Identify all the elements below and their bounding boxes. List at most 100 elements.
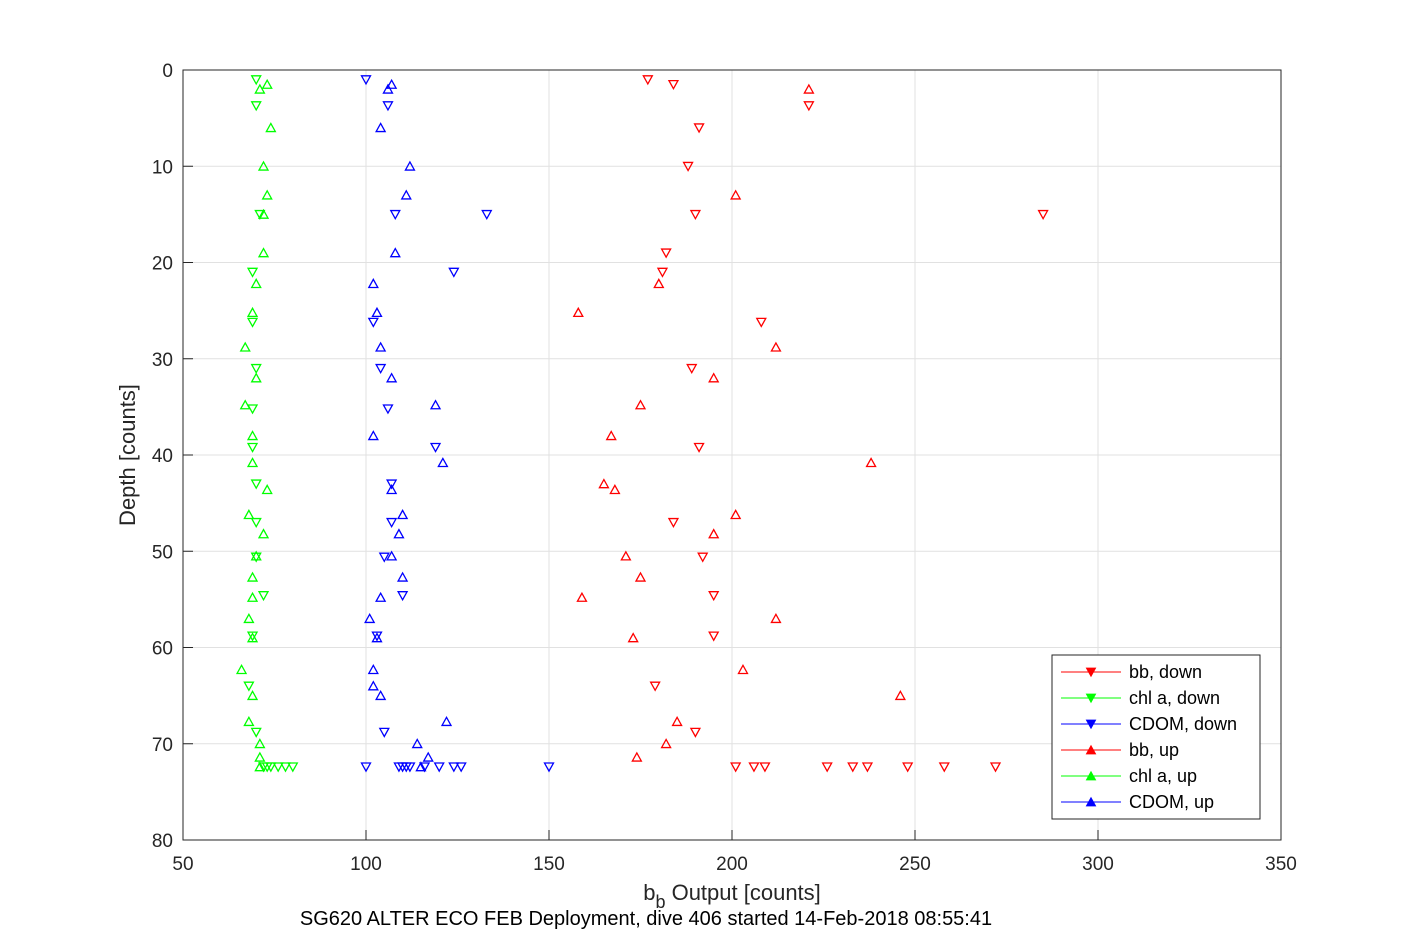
x-tick-labels: 50 100 150 200 250 300 350 <box>172 854 1296 875</box>
data-point <box>689 209 702 220</box>
data-point <box>543 762 555 773</box>
data-point <box>865 457 877 468</box>
data-point <box>257 247 270 258</box>
data-point <box>250 517 262 528</box>
y-tick-label: 0 <box>162 61 173 82</box>
data-point <box>653 278 665 289</box>
legend-marker <box>1085 719 1097 730</box>
data-point <box>382 404 394 415</box>
data-point <box>634 399 647 410</box>
data-point <box>386 484 398 495</box>
data-point <box>481 209 493 220</box>
data-point <box>404 762 416 773</box>
data-point <box>367 317 379 328</box>
data-point <box>667 517 680 528</box>
data-point <box>246 317 259 328</box>
data-point <box>360 75 372 86</box>
data-point <box>239 341 251 352</box>
x-tick-label: 200 <box>716 854 748 875</box>
x-tick-label: 300 <box>1082 854 1114 875</box>
data-point <box>246 306 259 318</box>
data-point <box>989 762 1002 773</box>
data-point <box>730 189 742 200</box>
data-point <box>396 591 409 602</box>
data-point <box>367 278 379 289</box>
data-point <box>261 484 273 495</box>
data-point <box>254 761 266 772</box>
data-point <box>693 123 705 134</box>
data-point <box>254 738 266 749</box>
series-2 <box>360 75 555 773</box>
data-point <box>847 762 859 773</box>
data-point <box>386 517 398 528</box>
data-point <box>708 528 720 539</box>
data-point <box>265 762 277 773</box>
legend-label: CDOM, down <box>1129 714 1237 734</box>
legend-marker <box>1085 693 1097 704</box>
data-point <box>257 160 270 171</box>
series-5 <box>364 78 453 772</box>
legend-label: CDOM, up <box>1129 792 1214 812</box>
data-point <box>389 247 401 258</box>
x-axis-label-main: b <box>643 880 655 905</box>
data-point <box>364 613 376 624</box>
y-tick-label: 40 <box>152 446 173 467</box>
data-point <box>246 571 259 582</box>
y-tick-label: 50 <box>152 542 173 563</box>
series-0 <box>642 75 1049 773</box>
legend-label: chl a, down <box>1129 688 1220 708</box>
data-point <box>375 690 387 701</box>
y-tick-label: 20 <box>152 254 173 275</box>
data-point <box>437 457 449 468</box>
data-point <box>375 341 387 352</box>
data-point <box>235 664 248 675</box>
data-point <box>250 727 262 738</box>
data-point <box>250 550 262 561</box>
data-point <box>396 571 409 582</box>
x-tick-label: 250 <box>899 854 931 875</box>
data-point <box>448 762 460 773</box>
data-point <box>730 509 742 520</box>
data-point <box>576 591 588 602</box>
data-point <box>418 762 431 773</box>
data-point <box>371 306 383 318</box>
data-point <box>279 762 292 773</box>
data-point <box>708 631 720 642</box>
data-point <box>572 306 584 318</box>
data-point <box>287 762 299 773</box>
data-point <box>682 161 694 172</box>
data-point <box>748 762 760 773</box>
data-point <box>803 101 815 112</box>
data-point <box>620 550 632 561</box>
data-point <box>708 372 720 383</box>
data-point <box>261 78 273 89</box>
data-point <box>693 442 705 453</box>
data-point <box>250 101 262 112</box>
data-point <box>667 79 680 91</box>
data-point <box>382 101 394 112</box>
data-point <box>649 681 661 692</box>
data-point <box>250 372 262 383</box>
data-point <box>415 761 427 772</box>
data-point <box>627 632 639 643</box>
data-point <box>598 478 610 489</box>
x-axis-label-rest: Output [counts] <box>665 880 820 905</box>
data-point <box>261 189 273 200</box>
data-point <box>246 690 259 701</box>
data-point <box>257 528 270 539</box>
data-point <box>393 528 405 539</box>
y-tick-label: 30 <box>152 350 173 371</box>
x-axis-label-subscript: b <box>655 892 665 912</box>
data-point <box>455 762 467 773</box>
legend-label: bb, up <box>1129 740 1179 760</box>
data-point <box>389 209 401 220</box>
data-point <box>429 442 442 453</box>
data-point <box>737 664 749 675</box>
figure-footer: SG620 ALTER ECO FEB Deployment, dive 406… <box>300 908 992 930</box>
data-point <box>246 430 259 441</box>
data-point <box>254 209 266 220</box>
data-point <box>378 727 390 738</box>
data-point <box>429 399 442 410</box>
data-point <box>257 208 270 219</box>
data-point <box>689 727 702 738</box>
